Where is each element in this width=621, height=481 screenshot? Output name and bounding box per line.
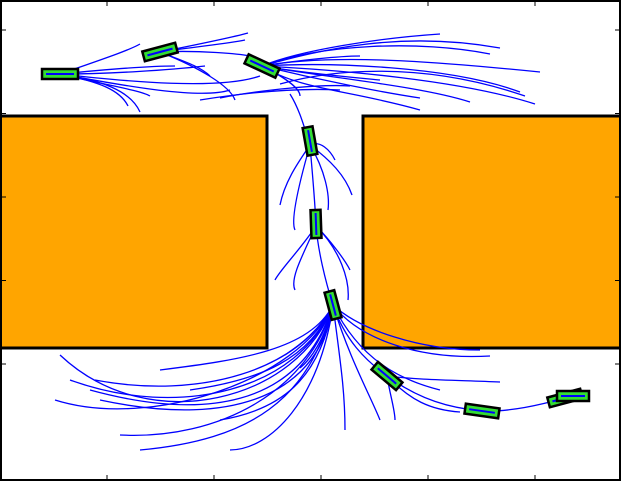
- trajectory-curve: [189, 304, 334, 391]
- pose-2: [140, 41, 180, 63]
- trajectory-curve: [199, 88, 341, 101]
- vehicle-poses: [40, 41, 591, 420]
- fan-top-right: [199, 33, 541, 111]
- left-obstacle: [0, 114, 269, 350]
- trajectory-curve: [279, 70, 526, 97]
- trajectory-curve: [59, 73, 261, 85]
- trajectory-curve: [59, 304, 334, 403]
- fan-bottom-left: [54, 304, 334, 451]
- trajectory-curve: [261, 55, 361, 67]
- pose-3: [242, 52, 282, 80]
- pose-6: [323, 288, 343, 322]
- trajectory-curve: [261, 65, 421, 99]
- right-obstacle: [361, 114, 621, 350]
- obstacles: [0, 114, 621, 350]
- vehicle-heading: [329, 294, 337, 316]
- trajectory-curve: [119, 304, 334, 436]
- pose-8: [463, 402, 501, 420]
- trajectory-curve: [332, 304, 481, 351]
- vehicle-heading: [307, 129, 313, 153]
- trajectory-curve: [261, 45, 491, 67]
- trajectory-curve: [139, 304, 334, 451]
- trajectory-curve: [332, 304, 491, 358]
- trajectory-curve: [54, 304, 334, 410]
- trajectory-curve: [229, 304, 334, 451]
- trajectory-curve: [261, 65, 536, 105]
- trajectory-curve: [332, 304, 381, 421]
- trajectory-curve: [69, 304, 334, 399]
- pose-5: [309, 208, 323, 240]
- trajectory-curve: [261, 64, 521, 93]
- trajectory-curve: [89, 304, 334, 406]
- trajectory-curve: [332, 304, 346, 431]
- trajectory-curve: [99, 304, 334, 411]
- trajectory-curve: [261, 40, 501, 67]
- pose-7: [369, 360, 405, 392]
- pose-1-start: [40, 67, 80, 81]
- trajectory-curve: [59, 73, 231, 94]
- pose-9-goal-final: [555, 389, 591, 403]
- vehicle-heading: [249, 59, 275, 73]
- trajectory-curve: [159, 304, 334, 371]
- vehicle-heading: [468, 408, 496, 414]
- vehicle-heading: [377, 367, 397, 385]
- vehicle-heading: [147, 47, 173, 57]
- pose-4: [301, 124, 319, 158]
- vehicle-heading: [314, 212, 318, 236]
